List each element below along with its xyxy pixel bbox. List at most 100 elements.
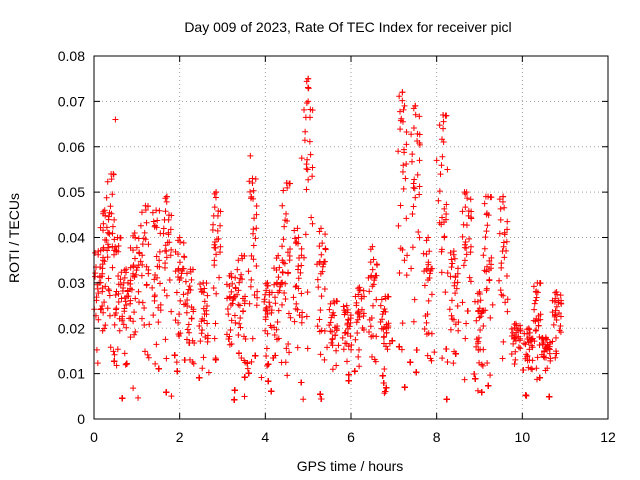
data-point: [128, 286, 135, 293]
data-point: [552, 334, 559, 341]
data-point: [499, 355, 506, 362]
data-point: [477, 327, 484, 334]
data-point: [537, 311, 544, 318]
data-point: [140, 235, 147, 242]
data-point: [427, 355, 434, 362]
data-point: [450, 248, 457, 255]
data-point: [111, 251, 118, 258]
data-point: [217, 243, 224, 250]
y-tick-label: 0: [77, 411, 85, 427]
data-point: [287, 180, 294, 187]
data-point: [497, 287, 504, 294]
data-point: [131, 255, 138, 262]
data-point: [188, 315, 195, 322]
data-point: [462, 238, 469, 245]
data-point: [175, 331, 182, 338]
data-point: [130, 270, 137, 277]
data-point: [217, 222, 224, 229]
data-point: [183, 336, 190, 343]
data-point: [125, 293, 132, 300]
data-point: [183, 309, 190, 316]
data-point: [133, 244, 140, 251]
data-point: [461, 241, 468, 248]
data-point: [321, 286, 328, 293]
data-point: [105, 286, 112, 293]
data-point: [409, 211, 416, 218]
data-point: [423, 266, 430, 273]
data-point: [139, 252, 146, 259]
data-point: [356, 363, 363, 370]
data-point: [204, 332, 211, 339]
data-point: [400, 162, 407, 169]
data-point: [496, 277, 503, 284]
data-point: [250, 256, 257, 263]
data-point: [352, 336, 359, 343]
y-tick-label: 0.03: [58, 275, 85, 291]
data-point: [531, 338, 538, 345]
data-point: [501, 231, 508, 238]
data-point: [184, 326, 191, 333]
data-point: [152, 272, 159, 279]
data-point: [504, 218, 511, 225]
data-point: [124, 279, 131, 286]
data-point: [101, 207, 108, 214]
data-point: [106, 312, 113, 319]
data-point: [327, 319, 334, 326]
data-point: [472, 298, 479, 305]
data-point: [333, 347, 340, 354]
data-point: [553, 303, 560, 310]
data-point: [262, 327, 269, 334]
data-point: [557, 329, 564, 336]
data-point: [231, 387, 238, 394]
data-point: [463, 251, 470, 258]
data-point: [309, 220, 316, 227]
data-point: [444, 270, 451, 277]
data-point: [511, 360, 518, 367]
data-point: [453, 285, 460, 292]
data-point: [130, 247, 137, 254]
data-point: [403, 272, 410, 279]
data-point: [296, 312, 303, 319]
data-point: [428, 265, 435, 272]
data-point: [526, 346, 533, 353]
data-point: [119, 315, 126, 322]
data-point: [449, 260, 456, 267]
data-point: [439, 355, 446, 362]
data-point: [462, 204, 469, 211]
data-point: [283, 180, 290, 187]
data-point: [201, 311, 208, 318]
data-point: [253, 211, 260, 218]
data-point: [133, 271, 140, 278]
data-point: [254, 294, 261, 301]
data-point: [379, 316, 386, 323]
data-point: [162, 336, 169, 343]
data-point: [130, 263, 137, 270]
data-point: [137, 222, 144, 229]
data-point: [264, 362, 271, 369]
data-point: [452, 290, 459, 297]
data-point: [451, 279, 458, 286]
data-point: [237, 324, 244, 331]
data-point: [546, 346, 553, 353]
data-point: [447, 249, 454, 256]
grid-lines: [94, 56, 608, 419]
data-point: [501, 254, 508, 261]
data-point: [153, 207, 160, 214]
data-point: [167, 226, 174, 233]
data-point: [354, 329, 361, 336]
data-point: [489, 301, 496, 308]
data-point: [510, 340, 517, 347]
data-point: [112, 243, 119, 250]
data-point: [450, 316, 457, 323]
data-point: [533, 365, 540, 372]
data-point: [557, 323, 564, 330]
data-point: [440, 125, 447, 132]
x-tick-label: 6: [347, 429, 355, 445]
data-point: [355, 308, 362, 315]
data-point: [448, 312, 455, 319]
data-point: [251, 292, 258, 299]
data-point: [341, 311, 348, 318]
data-point: [416, 234, 423, 241]
data-point: [264, 310, 271, 317]
